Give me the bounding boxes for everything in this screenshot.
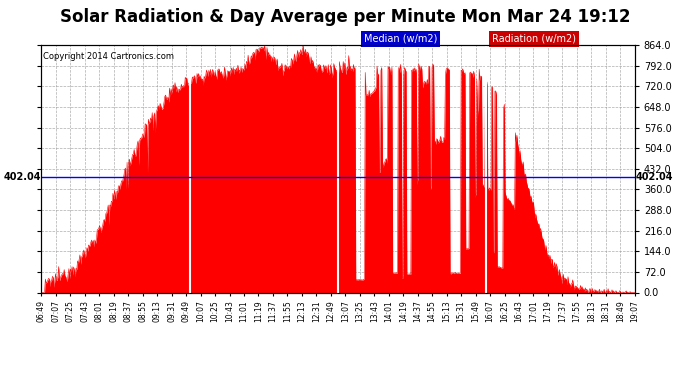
Text: 402.04: 402.04 [635,172,673,182]
Text: Solar Radiation & Day Average per Minute Mon Mar 24 19:12: Solar Radiation & Day Average per Minute… [60,8,630,26]
Text: 402.04: 402.04 [3,172,41,182]
Text: Radiation (w/m2): Radiation (w/m2) [492,34,576,44]
Text: Median (w/m2): Median (w/m2) [364,34,437,44]
Text: Copyright 2014 Cartronics.com: Copyright 2014 Cartronics.com [43,53,174,62]
